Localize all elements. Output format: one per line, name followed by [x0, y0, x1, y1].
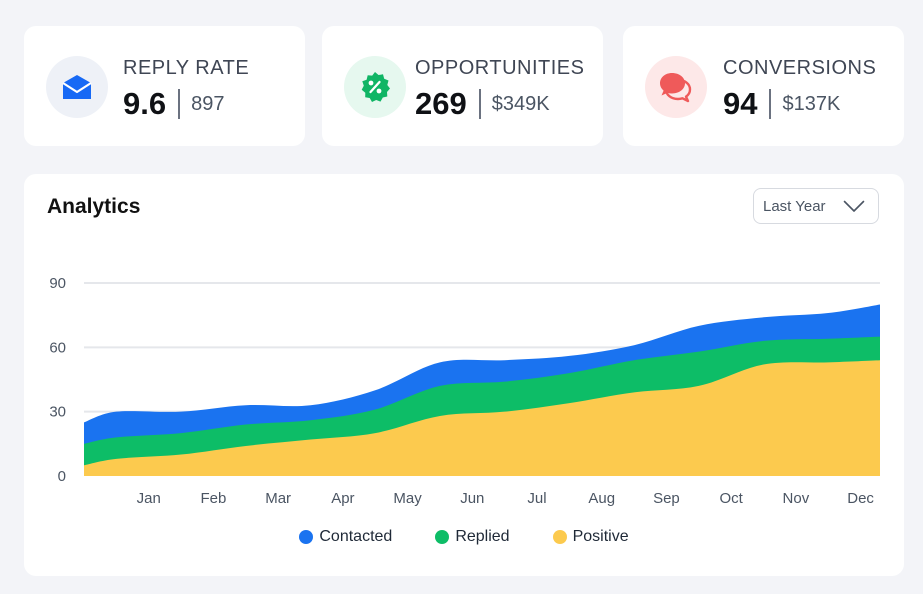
chat-bubbles-icon [645, 56, 707, 118]
divider [478, 89, 481, 119]
period-dropdown-label: Last Year [763, 197, 826, 215]
y-tick-label: 90 [49, 275, 66, 292]
area-positive [84, 360, 880, 476]
legend-item-contacted[interactable]: Contacted [299, 528, 392, 546]
period-dropdown[interactable]: Last Year [753, 188, 879, 224]
x-tick-label: Jan [137, 490, 161, 507]
stat-value: 9.6 [123, 86, 167, 121]
x-tick-label: May [393, 490, 422, 507]
x-tick-label: Feb [201, 490, 227, 507]
chart-legend: Contacted Replied Positive [24, 528, 904, 546]
stat-label: CONVERSIONS [723, 57, 877, 79]
percent-icon [344, 56, 406, 118]
y-tick-label: 0 [58, 468, 66, 485]
stat-secondary-value: 897 [191, 92, 225, 115]
x-tick-label: Mar [265, 490, 291, 507]
stat-value: 269 [415, 86, 467, 121]
x-tick-label: Nov [783, 490, 810, 507]
legend-item-replied[interactable]: Replied [435, 528, 510, 546]
x-tick-label: Apr [331, 490, 354, 507]
stat-secondary-value: $137K [782, 92, 841, 115]
legend-swatch [435, 530, 450, 544]
analytics-card: Analytics Last Year 0 30 60 90 Jan Feb Mar Apr M… [24, 174, 904, 576]
analytics-chart: 0 30 60 90 Jan Feb Mar Apr May Jun Jul Aug Sep Oct Nov… [49, 275, 880, 507]
stat-label: REPLY RATE [123, 57, 250, 79]
conversions-card: CONVERSIONS 94 $137K [623, 26, 904, 146]
stat-label: OPPORTUNITIES [415, 57, 585, 79]
stat-value: 94 [723, 86, 758, 121]
y-tick-label: 60 [49, 339, 66, 356]
legend-swatch [552, 530, 567, 544]
y-tick-label: 30 [49, 404, 66, 421]
legend-label: Replied [455, 528, 510, 545]
x-tick-label: Sep [653, 490, 680, 507]
divider [178, 89, 181, 119]
x-tick-label: Oct [719, 490, 743, 507]
x-tick-label: Jul [527, 490, 546, 507]
analytics-title: Analytics [47, 195, 141, 218]
x-tick-label: Dec [847, 490, 874, 507]
reply-rate-card: REPLY RATE 9.6 897 [24, 26, 305, 146]
envelope-icon [46, 56, 108, 118]
legend-swatch [299, 530, 314, 544]
opportunities-card: OPPORTUNITIES 269 $349K [322, 26, 603, 146]
divider [769, 89, 772, 119]
legend-label: Positive [572, 528, 629, 545]
legend-item-positive[interactable]: Positive [552, 528, 629, 546]
chevron-down-icon [843, 200, 865, 212]
x-tick-label: Jun [460, 490, 484, 507]
stat-secondary-value: $349K [491, 92, 550, 115]
legend-label: Contacted [319, 528, 393, 545]
x-tick-label: Aug [588, 490, 615, 507]
